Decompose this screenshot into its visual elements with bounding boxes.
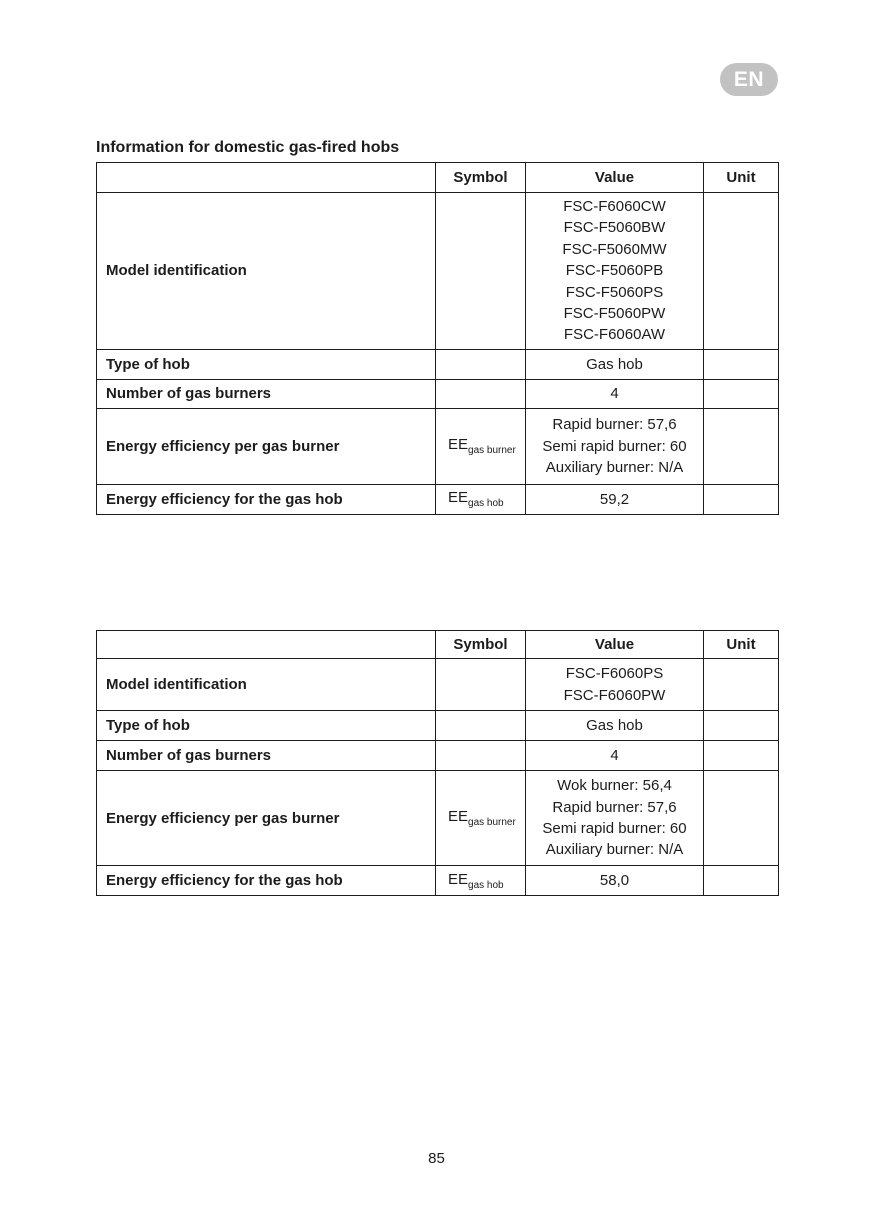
value-line: Wok burner: 56,4 xyxy=(557,777,672,795)
unit-cell xyxy=(703,710,779,741)
unit-cell xyxy=(703,192,779,350)
value-line: FSC-F5060MW xyxy=(562,240,667,258)
value-line: FSC-F5060PW xyxy=(563,305,666,323)
table-row-energy-efficiency-per-gas-burner: Energy efficiency per gas burner EEgas b… xyxy=(96,407,779,485)
table-header-row: Symbol Value Unit xyxy=(96,630,779,659)
value-line: Semi rapid burner: 60 xyxy=(542,437,687,455)
value-line: Rapid burner: 57,6 xyxy=(552,416,677,434)
gas-hob-spec-table-1: Symbol Value Unit Model identification F… xyxy=(96,162,779,515)
ee-symbol: EEgas hob xyxy=(448,489,504,510)
table-row-model-identification: Model identification FSC-F6060PS FSC-F60… xyxy=(96,658,779,711)
unit-cell xyxy=(703,865,779,896)
ee-symbol: EEgas burner xyxy=(448,808,516,828)
value-cell: Wok burner: 56,4 Rapid burner: 57,6 Semi… xyxy=(525,770,704,866)
value-cell: 4 xyxy=(525,740,704,771)
value-cell: Rapid burner: 57,6 Semi rapid burner: 60… xyxy=(525,407,704,485)
symbol-cell xyxy=(435,710,526,741)
unit-cell xyxy=(703,740,779,771)
symbol-cell xyxy=(435,348,526,380)
row-label: Type of hob xyxy=(96,348,436,380)
value-line: Auxiliary burner: N/A xyxy=(545,841,684,859)
symbol-cell xyxy=(435,378,526,409)
value-line: 4 xyxy=(610,385,619,403)
page-title: Information for domestic gas-fired hobs xyxy=(96,138,400,156)
unit-cell xyxy=(703,378,779,409)
value-line: FSC-F5060PB xyxy=(565,262,664,280)
value-cell: 58,0 xyxy=(525,865,704,896)
row-label: Number of gas burners xyxy=(96,378,436,409)
row-label: Energy efficiency per gas burner xyxy=(96,770,436,866)
page-number: 85 xyxy=(428,1150,445,1167)
value-line: FSC-F5060PS xyxy=(565,283,664,301)
table-header-row: Symbol Value Unit xyxy=(96,162,779,193)
symbol-cell: EEgas hob xyxy=(435,483,526,515)
table-row-energy-efficiency-for-the-gas-hob: Energy efficiency for the gas hob EEgas … xyxy=(96,483,779,515)
symbol-cell: EEgas burner xyxy=(435,770,526,866)
value-cell: FSC-F6060PS FSC-F6060PW xyxy=(525,658,704,711)
value-line: FSC-F6060CW xyxy=(563,198,666,215)
value-cell: FSC-F6060CW FSC-F5060BW FSC-F5060MW FSC-… xyxy=(525,192,704,350)
unit-cell xyxy=(703,483,779,515)
header-unit: Unit xyxy=(703,630,779,659)
row-label: Energy efficiency for the gas hob xyxy=(96,483,436,515)
value-line: FSC-F6060PS xyxy=(565,665,664,683)
row-label: Energy efficiency per gas burner xyxy=(96,407,436,485)
unit-cell xyxy=(703,658,779,711)
header-unit: Unit xyxy=(703,162,779,193)
header-blank xyxy=(96,630,436,659)
table-row-type-of-hob: Type of hob Gas hob xyxy=(96,710,779,741)
table-row-type-of-hob: Type of hob Gas hob xyxy=(96,348,779,380)
unit-cell xyxy=(703,770,779,866)
value-cell: Gas hob xyxy=(525,348,704,380)
gas-hob-spec-table-2: Symbol Value Unit Model identification F… xyxy=(96,630,779,896)
row-label: Model identification xyxy=(96,192,436,350)
value-line: FSC-F6060AW xyxy=(563,326,666,344)
unit-cell xyxy=(703,407,779,485)
header-symbol: Symbol xyxy=(435,162,526,193)
value-cell: 4 xyxy=(525,378,704,409)
row-label: Model identification xyxy=(96,658,436,711)
value-line: Rapid burner: 57,6 xyxy=(552,798,677,816)
value-line: 59,2 xyxy=(599,490,630,508)
row-label: Type of hob xyxy=(96,710,436,741)
value-line: Semi rapid burner: 60 xyxy=(542,820,687,837)
table-row-number-of-gas-burners: Number of gas burners 4 xyxy=(96,740,779,771)
symbol-cell: EEgas burner xyxy=(435,407,526,485)
symbol-cell xyxy=(435,740,526,771)
value-line: Gas hob xyxy=(586,355,643,373)
ee-symbol: EEgas burner xyxy=(448,436,516,457)
header-symbol: Symbol xyxy=(435,630,526,659)
value-line: Gas hob xyxy=(586,716,643,734)
value-line: FSC-F6060PW xyxy=(563,686,666,704)
language-badge: EN xyxy=(720,63,778,96)
table-row-number-of-gas-burners: Number of gas burners 4 xyxy=(96,378,779,409)
row-label: Energy efficiency for the gas hob xyxy=(96,865,436,896)
value-line: FSC-F5060BW xyxy=(563,219,666,237)
value-line: Auxiliary burner: N/A xyxy=(545,459,684,477)
value-line: 58,0 xyxy=(599,871,630,889)
value-cell: Gas hob xyxy=(525,710,704,741)
value-line: 4 xyxy=(610,746,619,764)
symbol-cell xyxy=(435,192,526,350)
header-value: Value xyxy=(525,162,704,193)
symbol-cell xyxy=(435,658,526,711)
row-label: Number of gas burners xyxy=(96,740,436,771)
unit-cell xyxy=(703,348,779,380)
table-row-energy-efficiency-per-gas-burner: Energy efficiency per gas burner EEgas b… xyxy=(96,770,779,866)
table-row-energy-efficiency-for-the-gas-hob: Energy efficiency for the gas hob EEgas … xyxy=(96,865,779,896)
table-row-model-identification: Model identification FSC-F6060CW FSC-F50… xyxy=(96,192,779,350)
symbol-cell: EEgas hob xyxy=(435,865,526,896)
header-blank xyxy=(96,162,436,193)
ee-symbol: EEgas hob xyxy=(448,870,504,891)
value-cell: 59,2 xyxy=(525,483,704,515)
header-value: Value xyxy=(525,630,704,659)
